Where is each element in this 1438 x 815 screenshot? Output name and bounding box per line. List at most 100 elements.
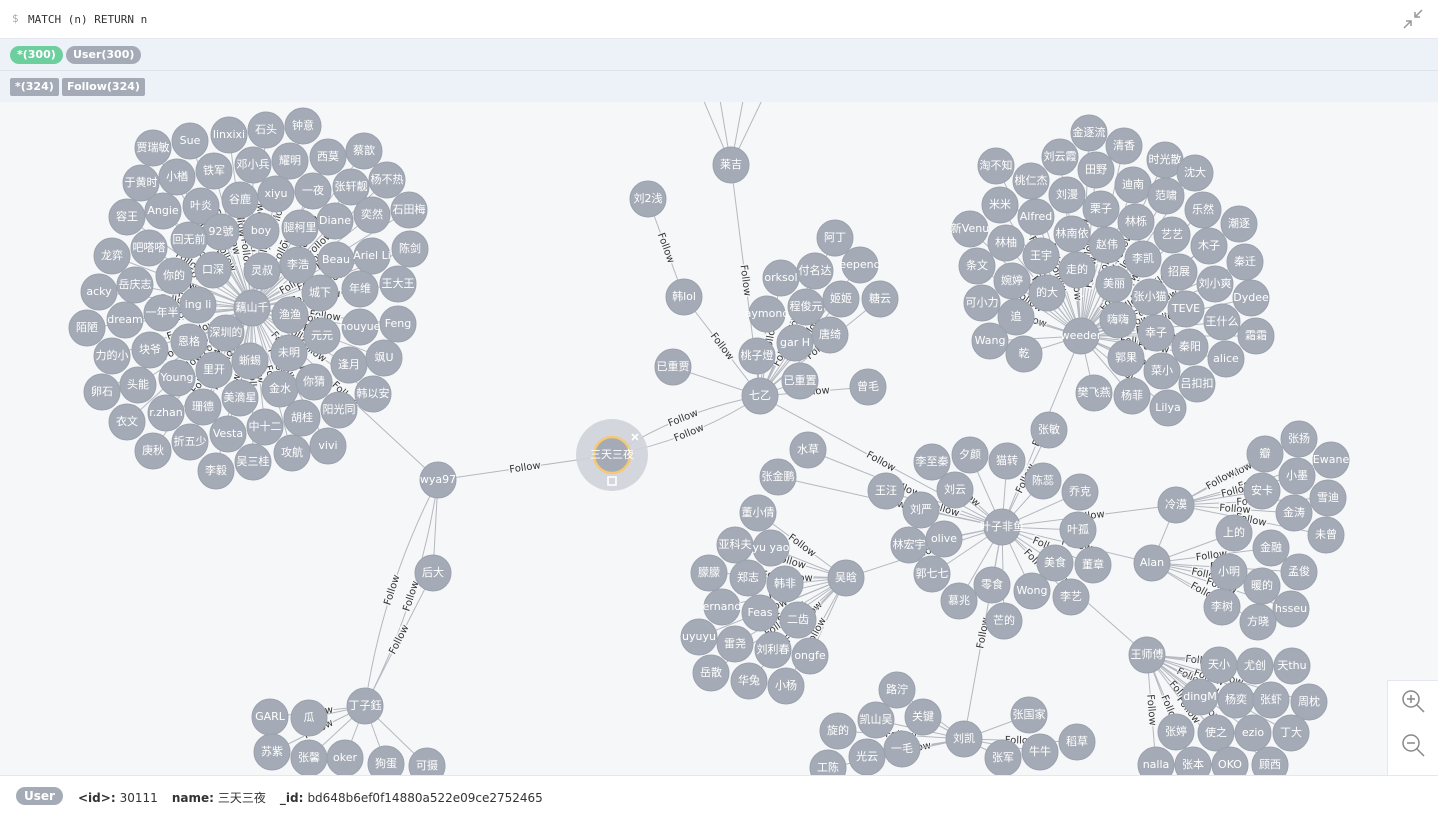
relationship — [807, 449, 1003, 528]
node-circle — [1062, 317, 1100, 355]
node-circle — [791, 637, 829, 675]
node-circle — [209, 415, 247, 453]
node-circle — [257, 175, 295, 213]
node-caption: 珊德 — [192, 399, 214, 413]
node-circle — [1252, 681, 1290, 719]
node-caption: TEVE — [1171, 302, 1200, 315]
node-caption: Diane — [319, 214, 351, 227]
node-caption: 清香 — [1113, 139, 1135, 152]
node-circle — [1167, 290, 1205, 328]
node-caption: 小杨 — [775, 678, 797, 692]
node-caption: 奕然 — [361, 207, 383, 221]
node-caption: 郭果 — [1115, 351, 1137, 364]
node-circle — [1028, 274, 1066, 312]
node-circle — [1232, 279, 1270, 317]
node-caption: 姬姬 — [830, 292, 852, 305]
node-caption: 陌陋 — [76, 321, 98, 334]
node-circle — [1236, 647, 1274, 685]
node-circle — [106, 301, 144, 339]
node-circle — [233, 289, 271, 327]
node-caption: 小楢 — [166, 169, 188, 183]
node-circle — [1246, 435, 1284, 473]
node-circle — [231, 342, 269, 380]
node-caption: 七乙 — [749, 389, 771, 402]
node-caption: ezio — [1242, 726, 1265, 739]
node-caption: 狗蛋 — [375, 757, 397, 770]
node-circle — [379, 265, 417, 303]
node-caption: 秦迁 — [1234, 254, 1256, 268]
collapse-icon[interactable] — [1402, 8, 1424, 30]
node-caption: 范啸 — [1155, 188, 1177, 202]
node-circle — [654, 348, 692, 386]
relationship — [1080, 297, 1252, 337]
node-circle — [279, 246, 317, 284]
node-circle — [716, 625, 754, 663]
node-circle — [712, 146, 750, 184]
node-caption: Angie — [147, 204, 179, 217]
node-caption: 路泞 — [886, 683, 908, 696]
node-caption: 庚秋 — [142, 443, 164, 457]
node-circle — [1290, 683, 1328, 721]
zoom-icons[interactable] — [1388, 681, 1438, 776]
node-caption: Vesta — [213, 427, 243, 440]
node-caption: 安卡 — [1251, 483, 1273, 497]
node-caption: 木子 — [1198, 239, 1220, 252]
node-circle — [1137, 746, 1175, 775]
node-caption: 可小力 — [966, 296, 999, 309]
node-circle — [883, 730, 921, 768]
property-value: 三天三夜 — [217, 791, 266, 805]
node-caption: 田野 — [1085, 163, 1107, 176]
node-circle — [353, 237, 391, 275]
node-circle — [1113, 377, 1151, 415]
node-caption: 金融 — [1260, 540, 1282, 554]
node-caption: 衣文 — [116, 414, 138, 428]
node-circle — [680, 618, 718, 656]
node-circle — [1157, 713, 1195, 751]
node-caption: 林栎 — [1125, 214, 1147, 228]
node-caption: 叶炎 — [190, 199, 212, 212]
node-caption: Wong — [1017, 584, 1048, 597]
relationship-caption: Follow — [509, 460, 542, 475]
rel-tag[interactable]: Follow(324) — [62, 78, 145, 96]
node-circle — [408, 747, 446, 775]
node-circle — [841, 246, 879, 284]
node-circle — [1147, 177, 1185, 215]
label-pill[interactable]: *(300) — [10, 46, 63, 64]
node-circle — [195, 351, 233, 389]
node-circle — [247, 111, 285, 149]
node-caption: 王什么 — [1206, 315, 1239, 328]
node-caption: 方晓 — [1247, 614, 1269, 628]
node-circle — [913, 555, 951, 593]
node-circle — [1184, 191, 1222, 229]
node-circle — [1178, 365, 1216, 403]
node-circle — [1114, 166, 1152, 204]
relationship-caption: Follow — [382, 573, 402, 606]
query[interactable]: MATCH (n) RETURN n — [28, 13, 148, 26]
node-caption: 刘严 — [910, 503, 932, 516]
node-circle — [822, 280, 860, 318]
node-circle — [1005, 335, 1043, 373]
node-caption: 孟俊 — [1288, 564, 1310, 578]
node-circle — [936, 471, 974, 509]
node-caption: 92號 — [209, 225, 234, 238]
node-caption: 走的 — [1066, 262, 1088, 276]
node-caption: 吴三桂 — [237, 454, 270, 468]
node-circle — [1243, 472, 1281, 510]
rel-tag[interactable]: *(324) — [10, 78, 59, 96]
node-caption: gar H — [780, 336, 810, 349]
label-pill[interactable]: User(300) — [66, 46, 142, 64]
node-caption: Alan — [1140, 556, 1164, 569]
node-circle — [108, 403, 146, 441]
property-key: name: — [171, 791, 214, 805]
node-circle — [729, 559, 767, 597]
node-caption: 回无前 — [173, 232, 206, 246]
node-circle — [390, 191, 428, 229]
node-circle — [811, 316, 849, 354]
node-circle — [207, 314, 245, 352]
node-circle — [1082, 190, 1120, 228]
node-caption: 雪迪 — [1317, 491, 1339, 504]
relationship-caption: Follow — [1144, 694, 1158, 726]
node-caption: 丁子鈺 — [349, 698, 382, 712]
node-caption: vivi — [318, 439, 337, 452]
relationship — [364, 479, 439, 707]
